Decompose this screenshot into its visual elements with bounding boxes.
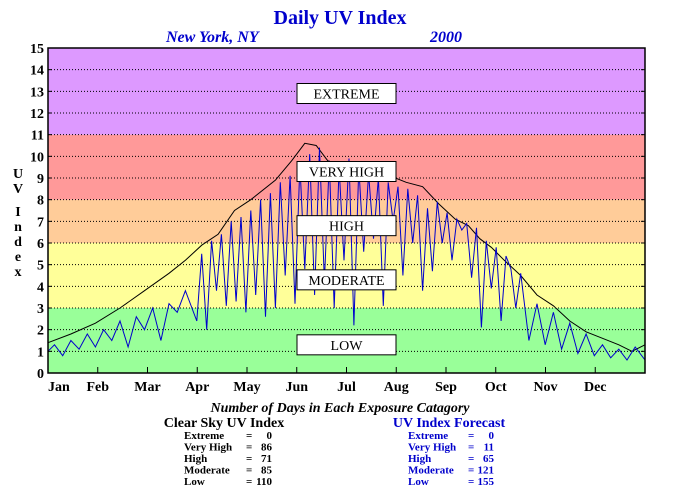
stats-row-equals: = [246, 442, 252, 454]
x-tick-label: Jul [337, 380, 356, 395]
band-label-extreme: EXTREME [313, 88, 379, 103]
y-axis-label-char: U [13, 167, 23, 182]
y-axis-label-char: x [15, 265, 22, 280]
x-tick-label: Aug [384, 380, 409, 395]
x-tick-label: Sep [435, 380, 457, 395]
stats-row-value: 0 [267, 430, 273, 442]
y-axis-label-char: d [14, 235, 22, 250]
y-tick-label: 11 [31, 129, 44, 144]
x-axis-ticks: Jan Feb Mar Apr May Jun Jul Aug Sep Oct Nov Dec [47, 367, 607, 395]
y-tick-label: 5 [37, 259, 44, 274]
y-tick-label: 4 [37, 280, 44, 295]
y-tick-label: 12 [30, 107, 44, 122]
stats-row-value: 0 [489, 430, 495, 442]
stats-row-label: Moderate [408, 465, 454, 477]
y-axis-label-char: V [13, 182, 23, 197]
stats-row-label: High [408, 453, 431, 465]
clear-sky-stats-title: Clear Sky UV Index [164, 416, 284, 431]
band-label-very-high: VERY HIGH [309, 166, 384, 181]
stats-row-equals: = [468, 465, 474, 477]
x-tick-label: Feb [86, 380, 109, 395]
stats-row-value: 86 [261, 442, 273, 454]
stats-row-equals: = [468, 476, 474, 488]
stats-row-equals: = [246, 430, 252, 442]
y-tick-label: 1 [37, 345, 44, 360]
stats-row-label: Extreme [184, 430, 224, 442]
stats-row-equals: = [468, 453, 474, 465]
forecast-stats-title: UV Index Forecast [393, 416, 506, 431]
y-tick-label: 14 [30, 64, 44, 79]
stats-row-value: 121 [478, 465, 495, 477]
stats-row-value: 11 [484, 442, 494, 454]
stats-row-equals: = [246, 476, 252, 488]
gridlines [48, 69, 645, 352]
x-tick-label: Nov [533, 380, 557, 395]
chart-location: New York, NY [165, 29, 260, 46]
y-axis-label-char: I [15, 205, 20, 220]
band-label-box-moderate [296, 269, 397, 291]
stats-row-value: 155 [478, 476, 495, 488]
band-label-low: LOW [331, 339, 364, 354]
stats-row-label: High [184, 453, 207, 465]
chart-year: 2000 [429, 29, 462, 46]
stats-row-equals: = [468, 430, 474, 442]
band-labels: EXTREME VERY HIGH HIGH MODERATE LOW [296, 83, 397, 356]
stats-row-label: Extreme [408, 430, 448, 442]
forecast-stats: UV Index Forecast Extreme = 0 Very High = 11 H… [393, 416, 506, 488]
x-tick-label: Oct [485, 380, 507, 395]
stats-row-equals: = [246, 453, 252, 465]
y-tick-label: 9 [37, 172, 44, 187]
band-label-box-high [296, 215, 397, 237]
x-tick-label: Mar [134, 380, 160, 395]
band-label-high: HIGH [329, 220, 364, 235]
stats-row-label: Very High [408, 442, 456, 454]
stats-heading: Number of Days in Each Exposure Catagory [209, 401, 470, 416]
stats-row-label: Moderate [184, 465, 230, 477]
y-axis-label-char: n [14, 220, 22, 235]
stats-row-value: 110 [256, 476, 272, 488]
band-label-box-very-high [296, 161, 397, 182]
chart-title: Daily UV Index [274, 7, 407, 29]
series-line-forecast [47, 147, 646, 361]
x-tick-label: Jun [285, 380, 308, 395]
stats-row-value: 71 [261, 453, 272, 465]
y-tick-label: 2 [37, 324, 44, 339]
y-tick-label: 10 [30, 150, 44, 165]
stats-row-equals: = [468, 442, 474, 454]
band-label-box-extreme [296, 83, 397, 104]
clear-sky-stats: Clear Sky UV Index Extreme = 0 Very High = 86… [164, 416, 284, 488]
band-label-moderate: MODERATE [308, 274, 384, 289]
stats-row-label: Low [408, 476, 429, 488]
stats-row-label: Low [184, 476, 205, 488]
y-tick-label: 13 [30, 85, 44, 100]
y-tick-label: 15 [30, 42, 44, 57]
stats-row-equals: = [246, 465, 252, 477]
y-tick-label: 7 [37, 215, 44, 230]
stats-row-label: Very High [184, 442, 232, 454]
y-axis-label-char: e [15, 250, 21, 265]
x-tick-label: Jan [48, 380, 70, 395]
stats-row-value: 85 [261, 465, 273, 477]
y-tick-label: 0 [37, 367, 44, 382]
y-tick-label: 8 [37, 194, 44, 209]
x-tick-label: Dec [584, 380, 607, 395]
x-tick-label: Apr [185, 380, 209, 395]
band-label-box-low [296, 334, 397, 356]
y-tick-label: 3 [37, 302, 44, 317]
y-tick-label: 6 [37, 237, 44, 252]
stats-row-value: 65 [483, 453, 495, 465]
x-tick-label: May [233, 380, 260, 395]
